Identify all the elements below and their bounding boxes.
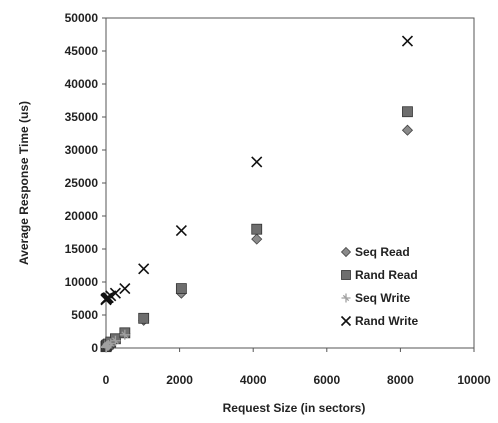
series-seq-write [101,329,130,353]
x-tick-label: 2000 [166,373,193,387]
y-tick-label: 25000 [65,176,99,190]
x-axis-title: Request Size (in sectors) [223,401,366,415]
y-tick-label: 20000 [65,209,99,223]
y-tick-label: 50000 [65,11,99,25]
data-point [401,35,414,47]
y-tick-label: 10000 [65,275,99,289]
data-point [175,224,187,237]
x-tick-label: 6000 [313,373,340,387]
legend-label: Seq Write [355,291,410,305]
x-tick-label: 8000 [387,373,414,387]
legend-marker [340,315,352,327]
legend-label: Seq Read [355,245,410,259]
legend-label: Rand Write [355,314,418,328]
y-tick-label: 5000 [71,308,98,322]
data-point [138,312,150,324]
data-point [175,283,187,295]
x-axis-ticks: 0 2000 4000 6000 8000 10000 [103,348,491,387]
y-tick-label: 15000 [65,242,99,256]
series-rand-write [100,35,414,306]
legend-marker [341,293,351,303]
legend-marker [341,270,351,280]
data-point [119,283,131,295]
data-point [109,287,121,299]
data-point [251,223,263,235]
y-axis-title: Average Response Time (us) [17,101,31,265]
data-points [100,35,414,353]
data-point [105,338,116,349]
y-axis-ticks: 0 5000 10000 15000 20000 25000 30000 35000 40000… [65,11,106,355]
y-tick-label: 30000 [65,143,99,157]
data-point [110,335,121,346]
data-point [251,156,263,168]
y-tick-label: 45000 [65,44,99,58]
data-point [138,263,150,275]
legend-marker [340,246,352,258]
data-point [402,106,413,118]
x-tick-label: 4000 [240,373,267,387]
x-tick-label: 10000 [457,373,491,387]
y-tick-label: 40000 [65,77,99,91]
data-point [251,233,263,245]
y-tick-label: 0 [91,341,98,355]
legend: Seq Read Rand Read Seq Write Rand Write [340,245,418,328]
plot-area [105,17,475,349]
data-point [119,329,130,340]
y-tick-label: 35000 [65,110,99,124]
data-point [401,124,414,136]
plot-border [105,17,475,349]
legend-label: Rand Read [355,268,418,282]
x-tick-label: 0 [103,373,110,387]
